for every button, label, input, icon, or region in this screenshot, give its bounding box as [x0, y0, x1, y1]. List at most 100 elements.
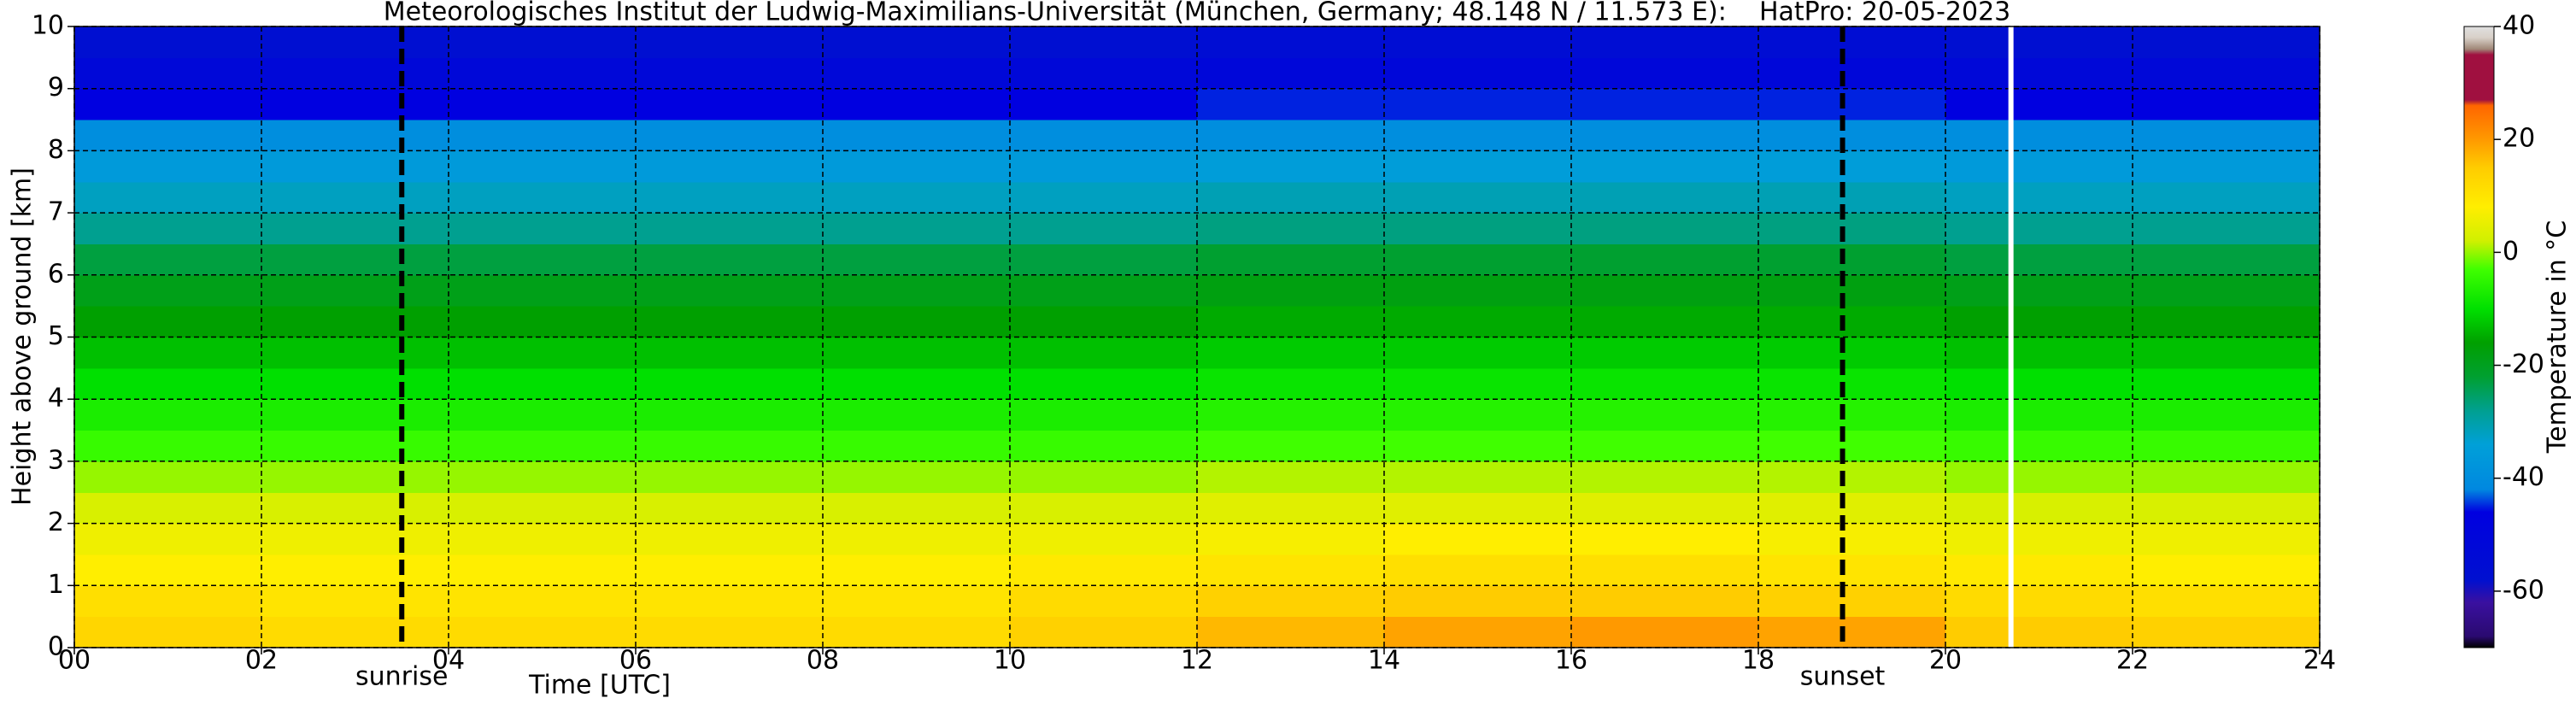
- heatmap-cell: [1197, 57, 1385, 90]
- heatmap-cell: [1571, 88, 1759, 120]
- heatmap-cell: [1010, 57, 1198, 90]
- heatmap-cell: [1571, 213, 1759, 244]
- colorbar-tick-label: -20: [2503, 349, 2544, 379]
- x-tick-label: 04: [432, 646, 465, 676]
- heatmap-cell: [449, 181, 637, 214]
- heatmap-cell: [1010, 213, 1198, 244]
- heatmap-cell: [636, 181, 824, 214]
- heatmap-cell: [1010, 150, 1198, 183]
- heatmap-cell: [1945, 26, 2133, 58]
- heatmap-cell: [1384, 57, 1572, 90]
- heatmap-cell: [1010, 274, 1198, 307]
- heatmap-cell: [1010, 430, 1198, 462]
- heatmap-cell: [1384, 306, 1572, 337]
- heatmap-cell: [74, 492, 262, 525]
- heatmap-cell: [636, 461, 824, 493]
- colorbar-tick-label: 0: [2503, 237, 2519, 267]
- heatmap-cell: [74, 523, 262, 555]
- heatmap-cell: [1571, 492, 1759, 525]
- heatmap-cell: [1758, 150, 1946, 183]
- heatmap-cell: [823, 306, 1011, 337]
- heatmap-cell: [823, 523, 1011, 555]
- heatmap-cell: [449, 150, 637, 183]
- x-tick-label: 18: [1742, 646, 1775, 676]
- heatmap-cell: [823, 337, 1011, 369]
- heatmap-cell: [2133, 88, 2321, 120]
- heatmap-cell: [1197, 120, 1385, 151]
- heatmap-cell: [1010, 367, 1198, 400]
- heatmap-cell: [1945, 213, 2133, 244]
- heatmap-cell: [261, 243, 449, 276]
- heatmap-cell: [74, 243, 262, 276]
- heatmap-cell: [1384, 492, 1572, 525]
- y-tick-label: 2: [48, 507, 64, 537]
- heatmap-cell: [636, 57, 824, 90]
- heatmap-cell: [1197, 399, 1385, 431]
- heatmap-cell: [1571, 181, 1759, 214]
- heatmap-cell: [1945, 57, 2133, 90]
- heatmap-cell: [1758, 243, 1946, 276]
- heatmap-cell: [1945, 399, 2133, 431]
- heatmap-cell: [261, 616, 449, 648]
- heatmap-cell: [261, 523, 449, 555]
- heatmap-cell: [1758, 430, 1946, 462]
- heatmap-cell: [636, 399, 824, 431]
- heatmap-cell: [1945, 461, 2133, 493]
- y-tick-label: 4: [48, 384, 64, 414]
- heatmap-cell: [1384, 213, 1572, 244]
- heatmap-cell: [1384, 120, 1572, 151]
- heatmap-cell: [2133, 616, 2321, 648]
- heatmap-cell: [261, 554, 449, 586]
- heatmap-cell: [1197, 430, 1385, 462]
- heatmap-cell: [74, 616, 262, 648]
- heatmap-cell: [449, 337, 637, 369]
- colorbar-tick-label: 20: [2503, 124, 2535, 154]
- heatmap-cell: [1197, 243, 1385, 276]
- heatmap-cell: [449, 26, 637, 58]
- heatmap-cell: [1197, 523, 1385, 555]
- heatmap-cell: [449, 399, 637, 431]
- heatmap-cell: [1571, 120, 1759, 151]
- heatmap-cell: [1571, 243, 1759, 276]
- plot-frame: [73, 26, 2321, 648]
- heatmap-cell: [1571, 585, 1759, 618]
- heatmap-cell: [2133, 26, 2321, 58]
- heatmap-cell: [636, 306, 824, 337]
- heatmap-cell: [1010, 337, 1198, 369]
- x-tick-label: 24: [2303, 646, 2336, 676]
- heatmap-cell: [449, 88, 637, 120]
- heatmap-cell: [1571, 274, 1759, 307]
- heatmap-cell: [74, 585, 262, 618]
- heatmap-cell: [74, 430, 262, 462]
- heatmap-cell: [261, 181, 449, 214]
- heatmap-cell: [823, 492, 1011, 525]
- heatmap-cell: [1384, 150, 1572, 183]
- heatmap-cell: [823, 57, 1011, 90]
- heatmap-cell: [74, 88, 262, 120]
- colorbar-tick-label: -40: [2503, 462, 2544, 492]
- colorbar-tick-label: 40: [2503, 11, 2535, 41]
- heatmap-cell: [74, 274, 262, 307]
- heatmap-cell: [1758, 585, 1946, 618]
- heatmap-cell: [1197, 554, 1385, 586]
- heatmap-cell: [2133, 57, 2321, 90]
- heatmap-cell: [823, 243, 1011, 276]
- heatmap-cell: [1010, 399, 1198, 431]
- heatmap-cell: [1010, 554, 1198, 586]
- heatmap-cell: [261, 461, 449, 493]
- heatmap-cell: [636, 430, 824, 462]
- heatmap-cell: [261, 492, 449, 525]
- heatmap-cell: [823, 585, 1011, 618]
- y-tick-label: 6: [48, 259, 64, 289]
- heatmap-cell: [1384, 243, 1572, 276]
- heatmap-cell: [74, 57, 262, 90]
- heatmap-cell: [449, 554, 637, 586]
- heatmap-cell: [1197, 306, 1385, 337]
- heatmap-cell: [261, 88, 449, 120]
- heatmap-cell: [1758, 399, 1946, 431]
- y-tick-label: 0: [48, 632, 64, 662]
- heatmap-cell: [1384, 88, 1572, 120]
- heatmap-cell: [636, 616, 824, 648]
- heatmap-cell: [449, 616, 637, 648]
- heatmap-cell: [449, 306, 637, 337]
